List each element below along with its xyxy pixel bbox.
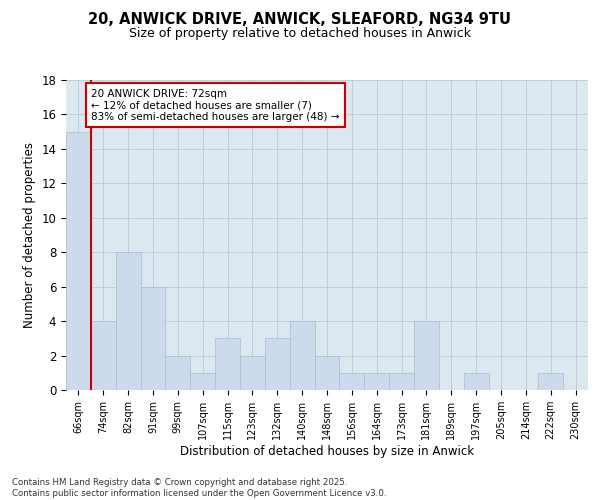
Text: Size of property relative to detached houses in Anwick: Size of property relative to detached ho…	[129, 28, 471, 40]
Bar	[414, 321, 439, 390]
Bar	[314, 356, 340, 390]
Bar	[116, 252, 140, 390]
Bar	[265, 338, 290, 390]
Bar	[66, 132, 91, 390]
Bar	[91, 321, 116, 390]
Bar	[140, 286, 166, 390]
Bar	[240, 356, 265, 390]
Bar	[166, 356, 190, 390]
Bar	[464, 373, 488, 390]
Bar	[190, 373, 215, 390]
Text: 20 ANWICK DRIVE: 72sqm
← 12% of detached houses are smaller (7)
83% of semi-deta: 20 ANWICK DRIVE: 72sqm ← 12% of detached…	[91, 88, 340, 122]
Bar	[538, 373, 563, 390]
Bar	[389, 373, 414, 390]
Y-axis label: Number of detached properties: Number of detached properties	[23, 142, 36, 328]
X-axis label: Distribution of detached houses by size in Anwick: Distribution of detached houses by size …	[180, 445, 474, 458]
Bar	[215, 338, 240, 390]
Text: 20, ANWICK DRIVE, ANWICK, SLEAFORD, NG34 9TU: 20, ANWICK DRIVE, ANWICK, SLEAFORD, NG34…	[89, 12, 511, 28]
Text: Contains HM Land Registry data © Crown copyright and database right 2025.
Contai: Contains HM Land Registry data © Crown c…	[12, 478, 386, 498]
Bar	[290, 321, 314, 390]
Bar	[364, 373, 389, 390]
Bar	[340, 373, 364, 390]
